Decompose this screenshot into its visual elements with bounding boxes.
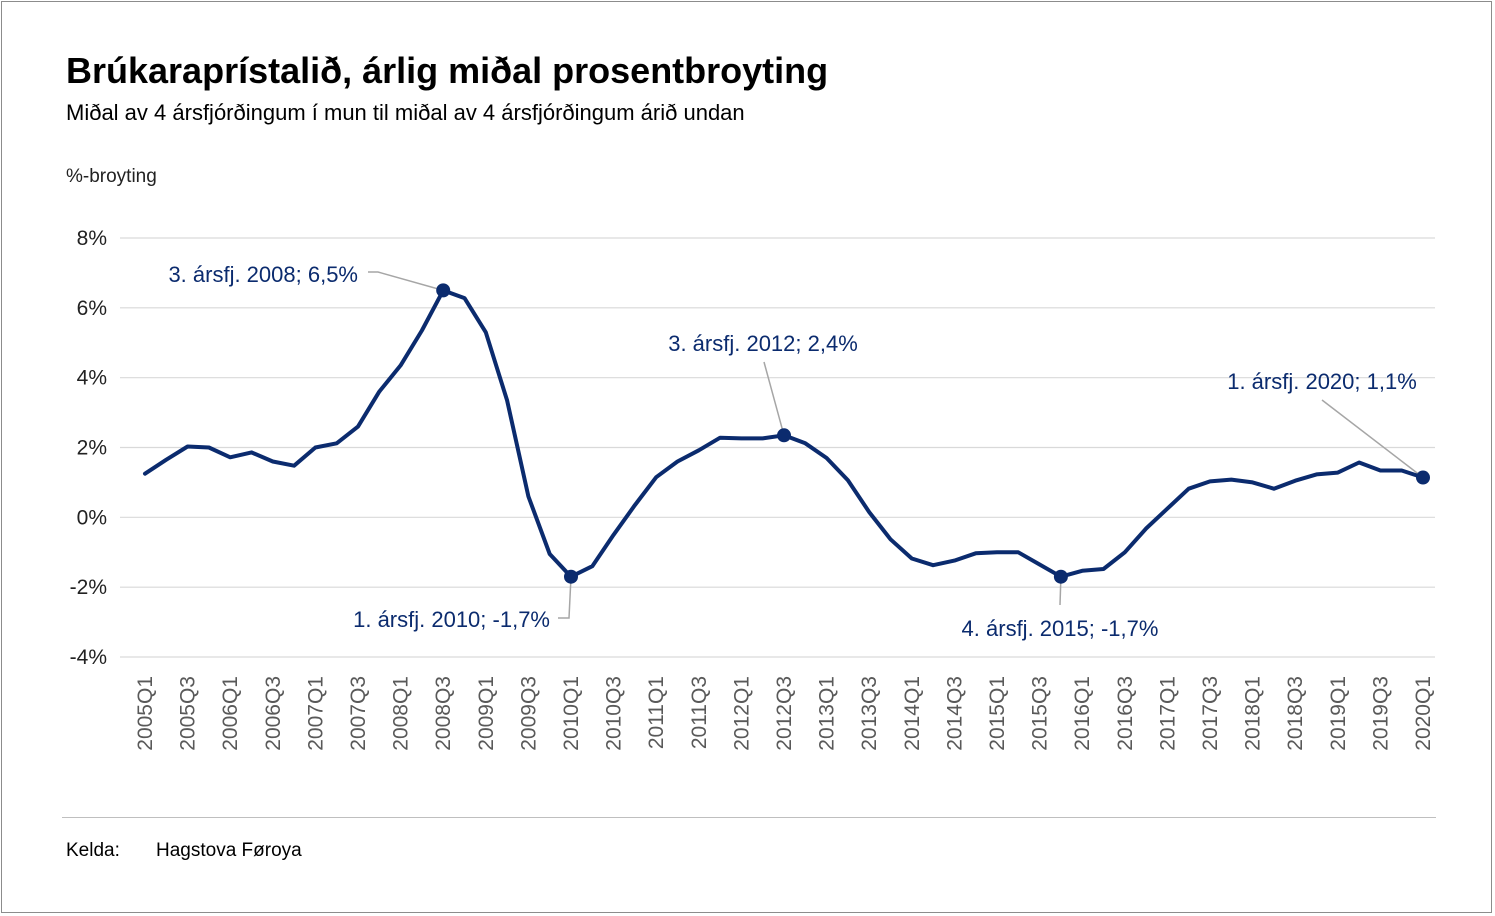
- annotation-point: [564, 569, 578, 584]
- x-tick-labels: 2005Q1 2005Q3 2006Q1 2006Q3 2007Q1 2007Q3 2008…: [134, 676, 1435, 751]
- annotation-leader: [368, 271, 444, 292]
- annotation-point: [1053, 569, 1068, 584]
- gridlines: [120, 237, 1435, 658]
- x-tick-label: 2020Q1: [1412, 676, 1435, 751]
- x-tick-label: 2013Q1: [816, 676, 839, 751]
- x-tick-label: 2019Q3: [1369, 676, 1392, 751]
- x-tick-label: 2012Q3: [773, 676, 796, 751]
- x-tick-label: 2016Q1: [1071, 676, 1094, 751]
- y-tick-label: -2%: [70, 576, 107, 599]
- source-value: Hagstova Føroya: [156, 840, 302, 861]
- y-tick-label: 4%: [77, 367, 107, 390]
- source-label: Kelda:: [66, 840, 120, 861]
- annotation-label: 4. ársfj. 2015; -1,7%: [962, 616, 1159, 641]
- x-tick-label: 2006Q3: [262, 676, 285, 751]
- x-tick-label: 2018Q3: [1284, 676, 1307, 751]
- x-tick-label: 2018Q1: [1242, 676, 1265, 751]
- x-tick-label: 2005Q3: [177, 676, 200, 751]
- x-tick-label: 2008Q1: [390, 676, 413, 751]
- x-tick-label: 2010Q1: [560, 676, 583, 751]
- annotation-leaders: [368, 271, 1424, 619]
- annotation-label: 1. ársfj. 2010; -1,7%: [353, 607, 550, 632]
- x-tick-label: 2019Q1: [1327, 676, 1350, 751]
- x-tick-label: 2015Q1: [986, 676, 1009, 751]
- x-tick-label: 2007Q1: [304, 676, 327, 751]
- annotation-point: [777, 428, 791, 443]
- x-tick-label: 2011Q1: [645, 676, 668, 749]
- annotation-label: 3. ársfj. 2008; 6,5%: [168, 262, 358, 287]
- x-tick-label: 2006Q1: [219, 676, 242, 751]
- x-tick-label: 2014Q3: [943, 676, 966, 751]
- y-axis-label: %-broyting: [66, 166, 157, 187]
- y-tick-label: -4%: [70, 646, 107, 669]
- x-tick-label: 2017Q3: [1199, 676, 1222, 751]
- y-tick-labels: 8% 6% 4% 2% 0% -2% -4%: [70, 227, 107, 669]
- annotation-point: [1416, 470, 1430, 485]
- annotation-leader: [558, 576, 572, 619]
- chart-subtitle: Miðal av 4 ársfjórðingum í mun til miðal…: [66, 100, 745, 125]
- y-tick-label: 2%: [77, 437, 107, 460]
- x-tick-label: 2010Q3: [603, 676, 626, 751]
- x-tick-label: 2005Q1: [134, 676, 157, 751]
- y-tick-label: 8%: [77, 227, 107, 250]
- x-tick-label: 2012Q1: [730, 676, 753, 751]
- y-tick-label: 0%: [77, 506, 107, 529]
- x-tick-label: 2007Q3: [347, 676, 370, 751]
- annotation-points: [436, 283, 1430, 584]
- annotation-leader: [1321, 399, 1424, 479]
- x-tick-label: 2014Q1: [901, 676, 924, 751]
- annotation-labels: 3. ársfj. 2008; 6,5% 1. ársfj. 2010; -1,7…: [168, 262, 1416, 641]
- footer-divider: [62, 817, 1436, 818]
- annotation-point: [436, 283, 451, 298]
- x-tick-label: 2015Q3: [1029, 676, 1052, 751]
- x-tick-label: 2011Q3: [688, 676, 711, 749]
- annotation-label: 1. ársfj. 2020; 1,1%: [1227, 369, 1417, 394]
- x-tick-label: 2009Q1: [475, 676, 498, 751]
- y-tick-label: 6%: [77, 297, 107, 320]
- x-tick-label: 2016Q3: [1114, 676, 1137, 751]
- x-tick-label: 2013Q3: [858, 676, 881, 751]
- annotation-leader: [763, 361, 785, 436]
- x-tick-label: 2008Q3: [432, 676, 455, 751]
- x-tick-label: 2017Q1: [1156, 676, 1179, 751]
- x-tick-label: 2009Q3: [517, 676, 540, 751]
- annotation-label: 3. ársfj. 2012; 2,4%: [668, 331, 858, 356]
- chart-title: Brúkaraprístalið, árlig miðal prosentbro…: [66, 50, 829, 91]
